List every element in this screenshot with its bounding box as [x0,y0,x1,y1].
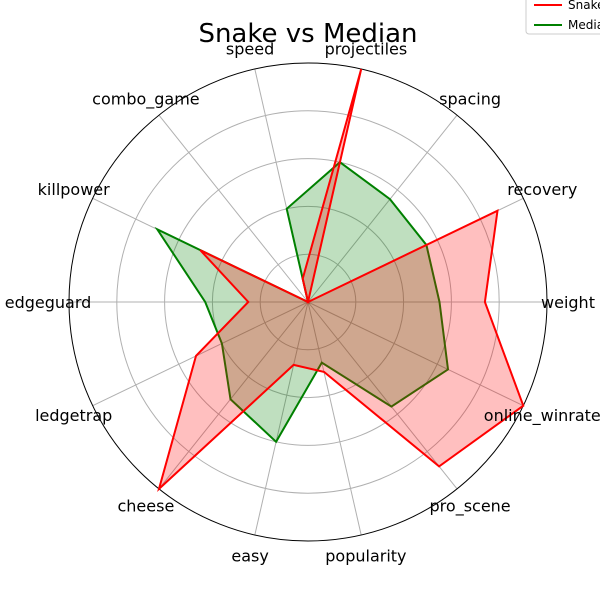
spoke-online_winrate [307,301,524,407]
spoke-pro_scene [307,301,458,490]
axis-label-popularity: popularity [325,547,406,566]
spoke-popularity [307,301,362,536]
axis-label-cheese: cheese [117,496,174,515]
spoke-ledgetrap [92,301,309,407]
axis-label-killpower: killpower [38,180,110,199]
outer-ring [68,62,548,542]
spoke-cheese [158,301,309,490]
snake-area [159,69,524,489]
axis-label-spacing: spacing [439,90,501,109]
radar-series [154,68,525,493]
chart-title: Snake vs Median [198,19,417,49]
axis-label-weight: weight [541,293,595,312]
axis-label-easy: easy [231,547,268,566]
axis-labels: weight recovery spacing projectiles speed com… [5,40,600,566]
snake-line [157,68,525,493]
axis-label-ledgetrap: ledgetrap [35,406,112,425]
legend-label-median: Median [568,18,600,32]
spoke-easy [254,301,309,536]
median-line [154,160,450,444]
spoke-combo_game [158,114,309,303]
axis-label-online_winrate: online_winrate [484,406,600,426]
axis-label-projectiles: projectiles [325,40,408,59]
axis-label-recovery: recovery [507,180,577,199]
axis-label-speed: speed [226,40,274,59]
legend-label-snake: Snake [568,0,600,12]
median-area [157,162,449,442]
axis-label-combo_game: combo_game [92,90,200,110]
spoke-spacing [307,114,458,303]
axis-label-edgeguard: edgeguard [5,293,92,312]
legend: Snake Median [525,0,600,35]
axis-label-pro_scene: pro_scene [430,496,511,516]
